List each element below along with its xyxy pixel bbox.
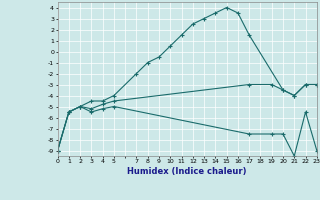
X-axis label: Humidex (Indice chaleur): Humidex (Indice chaleur): [127, 167, 247, 176]
